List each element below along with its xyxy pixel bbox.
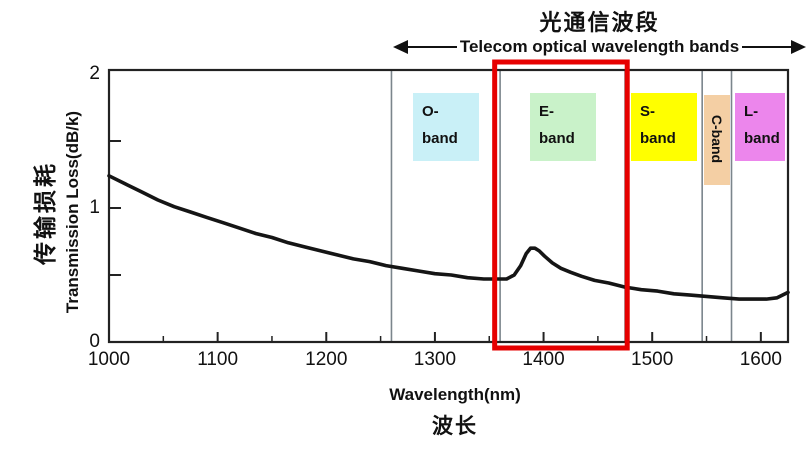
telecom-bands-label: Telecom optical wavelength bands	[459, 37, 740, 56]
y-axis-title-english: Transmission Loss(dB/k)	[63, 110, 82, 314]
arrow-right-icon	[791, 40, 806, 54]
arrow-left-icon	[393, 40, 408, 54]
telecom-bands-arrow: Telecom optical wavelength bands	[393, 36, 806, 58]
x-axis-title-english: Wavelength(nm)	[389, 385, 521, 404]
plot-border	[107, 68, 790, 344]
arrow-line-left	[408, 45, 457, 49]
arrow-line-right	[742, 45, 791, 49]
loss-curve	[107, 174, 790, 301]
y-axis-title-chinese: 传输损耗	[32, 161, 58, 265]
highlight-rect-e-band	[492, 59, 630, 351]
chart-title-chinese: 光通信波段	[539, 10, 660, 35]
x-axis-title-chinese: 波长	[432, 415, 478, 438]
